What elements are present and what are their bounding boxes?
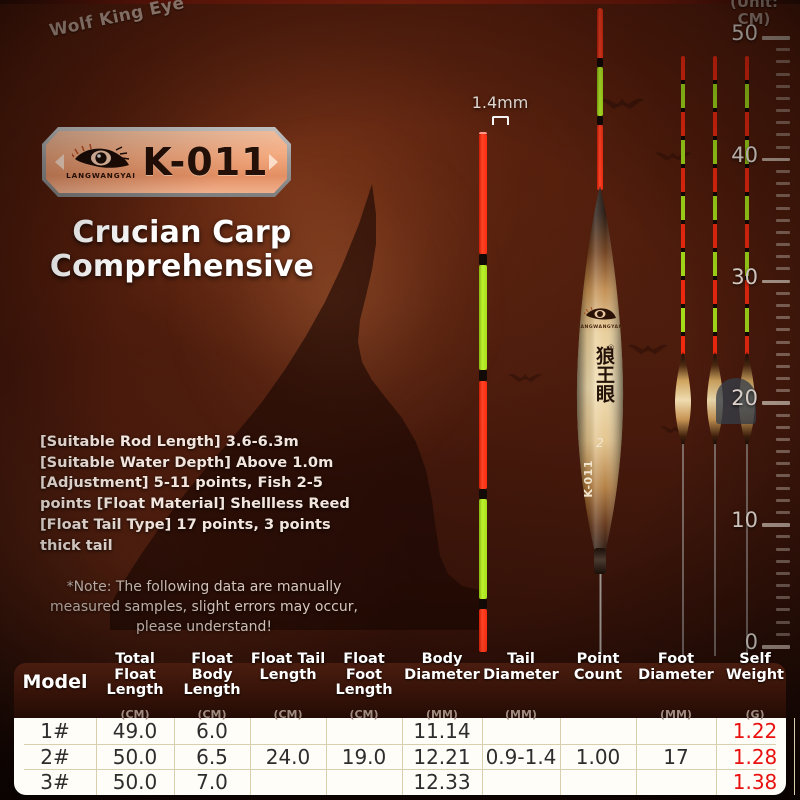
- table-column-header-unit: (MM): [660, 708, 692, 721]
- table-column-header: Tail Diameter (MM): [482, 651, 560, 795]
- table-cell: 0.9-1.4: [485, 744, 557, 769]
- table-cell: 12.21: [413, 744, 471, 769]
- table-vertical-rule: [794, 718, 795, 795]
- table-column-header: Model: [14, 663, 96, 795]
- table-cell: 1.28: [732, 744, 778, 769]
- table-vertical-rule: [482, 718, 483, 795]
- table-cell: 1.22: [732, 718, 778, 743]
- table-vertical-rule: [636, 718, 637, 795]
- table-header-band: [14, 663, 786, 718]
- table-column-header-title: Float Foot Length: [335, 651, 393, 699]
- table-column-header-title: Total Float Length: [106, 651, 164, 699]
- table-column-header-unit: (CM): [197, 708, 227, 721]
- table-cell: 12.33: [413, 770, 471, 795]
- table-column-header-title: Body Diameter: [404, 651, 480, 683]
- table-column-header: Total Float Length (CM): [96, 651, 174, 795]
- table-column-header: Foot Diameter (MM): [636, 651, 716, 795]
- table-column-header-title: Float Tail Length: [250, 651, 326, 683]
- table-column-header-unit: (CM): [120, 708, 150, 721]
- table-vertical-rule: [174, 718, 175, 795]
- table-cell: 2.3: [794, 744, 800, 770]
- table-cell: 50.0: [112, 770, 158, 795]
- table-cell: 11.14: [413, 718, 471, 743]
- table-column-header: Point Count: [560, 651, 636, 795]
- table-column-header: Float Foot Length (CM): [326, 651, 402, 795]
- table-column-header-title: Tail Diameter: [483, 651, 559, 683]
- table-cell: 1.38: [732, 770, 778, 795]
- table-vertical-rule: [326, 718, 327, 795]
- table-column-header-unit: (CM): [349, 708, 379, 721]
- table-column-header-unit: (CM): [273, 708, 303, 721]
- table-column-header: Body Diameter (MM): [402, 651, 482, 795]
- table-column-header-unit: (G): [745, 708, 765, 721]
- table-column-header: Self Weight (G): [716, 651, 794, 795]
- table-cell: 50.0: [112, 744, 158, 769]
- table-cell: 2#: [40, 744, 70, 769]
- table-column-header: Float Tail Length (CM): [250, 651, 326, 795]
- table-column-header-title: Lead: [794, 652, 800, 668]
- table-cell: 6.5: [196, 744, 228, 769]
- table-vertical-rule: [716, 718, 717, 795]
- table-header-row: Model Total Float Length (CM) Float Body Le…: [14, 651, 786, 795]
- table-cell: 1.8: [794, 718, 800, 744]
- table-vertical-rule: [250, 718, 251, 795]
- table-cell: 3#: [40, 770, 70, 795]
- table-column-header-title: Model: [22, 671, 88, 693]
- table-cell: 19.0: [341, 744, 387, 769]
- table-vertical-rule: [402, 718, 403, 795]
- table-vertical-rule: [96, 718, 97, 795]
- table-cell: 1.00: [575, 744, 621, 769]
- specification-table: Model Total Float Length (CM) Float Body Le…: [14, 651, 795, 795]
- table-column-header-unit: (MM): [505, 708, 537, 721]
- table-cell: 49.0: [112, 718, 158, 743]
- table-column-header-title: Self Weight: [726, 651, 784, 683]
- table-vertical-rule: [560, 718, 561, 795]
- table-cell: 2.8: [794, 769, 800, 795]
- table-cell: 17: [663, 744, 689, 769]
- table-column-header: Float Body Length (CM): [174, 651, 250, 795]
- table-column-header-unit: (MM): [426, 708, 458, 721]
- table-cell: 1#: [40, 718, 70, 743]
- table-horizontal-rule: [24, 769, 776, 771]
- table-column-header-title: Foot Diameter: [638, 651, 714, 683]
- table-cell: 24.0: [265, 744, 311, 769]
- table-body: [14, 718, 786, 795]
- table-horizontal-rule: [24, 743, 776, 745]
- table-column-header-title: Point Count: [573, 651, 623, 683]
- table-cell: 7.0: [196, 770, 228, 795]
- table-cell: 6.0: [196, 718, 228, 743]
- table-column-header-title: Float Body Length: [183, 651, 241, 699]
